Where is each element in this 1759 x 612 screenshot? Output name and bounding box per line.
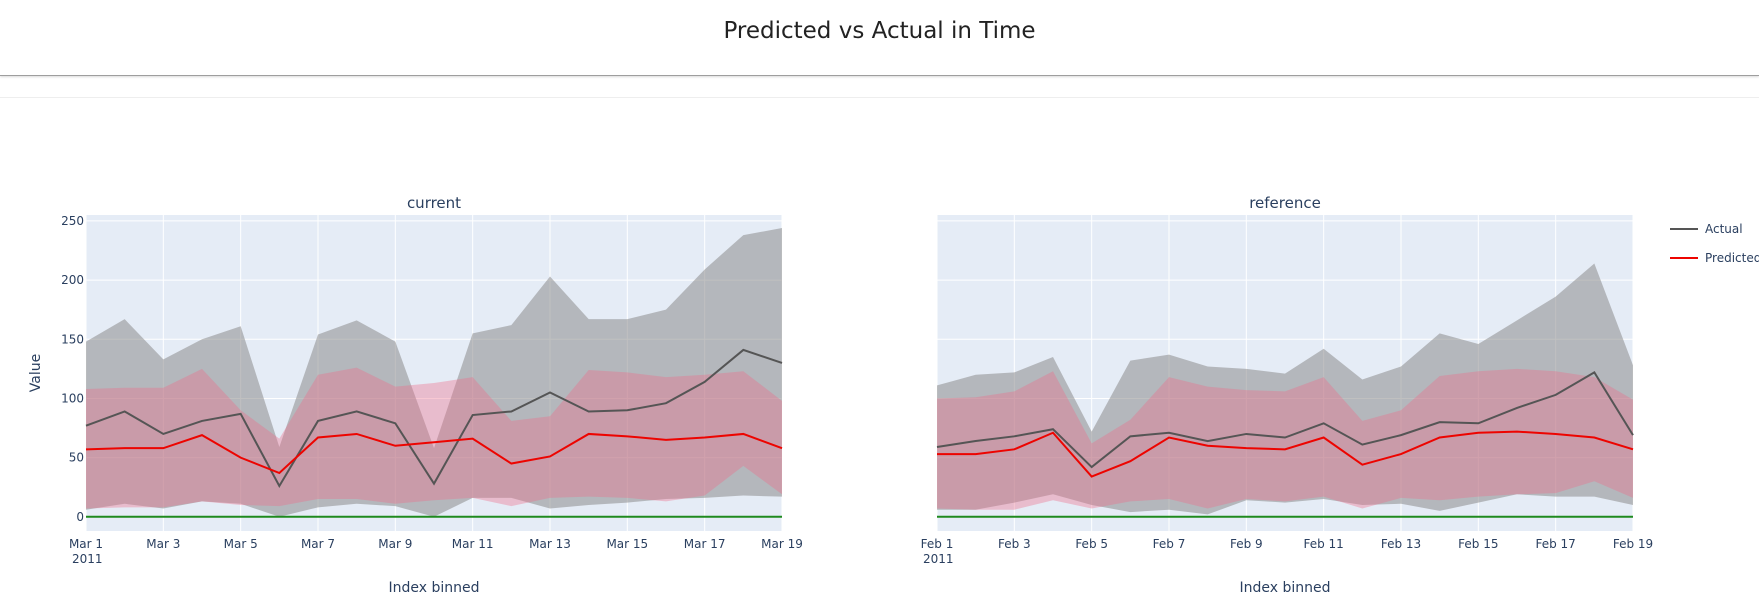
x-tick-year-label: 2011 [72, 552, 103, 566]
actual-band [86, 228, 782, 517]
x-tick-label: Mar 1 [69, 537, 103, 551]
x-tick-label: Mar 13 [529, 537, 571, 551]
x-tick-label: Mar 9 [378, 537, 412, 551]
x-tick-label: Feb 9 [1230, 537, 1263, 551]
predicted-band [937, 368, 1633, 510]
legend-label-predicted: Predicted [1705, 251, 1759, 265]
divider [0, 97, 1759, 98]
x-tick-label: Mar 15 [606, 537, 648, 551]
x-tick-label: Feb 17 [1535, 537, 1575, 551]
x-tick-label: Feb 1 [921, 537, 954, 551]
y-tick-label: 150 [61, 332, 84, 346]
x-tick-label: Feb 3 [998, 537, 1031, 551]
y-tick-label: 100 [61, 391, 84, 405]
x-tick-label: Mar 3 [146, 537, 180, 551]
subplot-title: current [407, 194, 461, 212]
subplot-title: reference [1249, 194, 1321, 212]
x-axis-title: Index binned [1239, 580, 1330, 596]
x-tick-label: Mar 5 [224, 537, 258, 551]
x-tick-label: Mar 11 [452, 537, 494, 551]
x-tick-label: Feb 15 [1458, 537, 1498, 551]
y-tick-label: 200 [61, 273, 84, 287]
x-tick-year-label: 2011 [923, 552, 954, 566]
series-line-actual [936, 371, 1634, 469]
x-tick-label: Mar 7 [301, 537, 335, 551]
series-line-actual [85, 348, 783, 489]
x-tick-label: Feb 11 [1303, 537, 1343, 551]
y-axis-title: Value [28, 354, 44, 392]
x-tick-label: Feb 19 [1613, 537, 1653, 551]
page-header: Predicted vs Actual in Time [0, 0, 1759, 76]
y-tick-label: 50 [69, 451, 84, 465]
x-axis-title: Index binned [388, 580, 479, 596]
x-tick-label: Feb 13 [1381, 537, 1421, 551]
x-tick-label: Feb 5 [1075, 537, 1108, 551]
series-line-predicted [937, 430, 1634, 478]
legend-label-actual: Actual [1705, 222, 1743, 236]
x-tick-label: Feb 7 [1153, 537, 1186, 551]
y-tick-label: 0 [76, 510, 84, 524]
y-tick-label: 250 [61, 214, 84, 228]
predicted-band [86, 367, 782, 509]
x-tick-label: Mar 19 [761, 537, 803, 551]
x-tick-label: Mar 17 [684, 537, 726, 551]
page-title: Predicted vs Actual in Time [723, 18, 1036, 44]
legend: Actual Predicted [1670, 222, 1759, 265]
series-line-predicted [85, 432, 783, 475]
